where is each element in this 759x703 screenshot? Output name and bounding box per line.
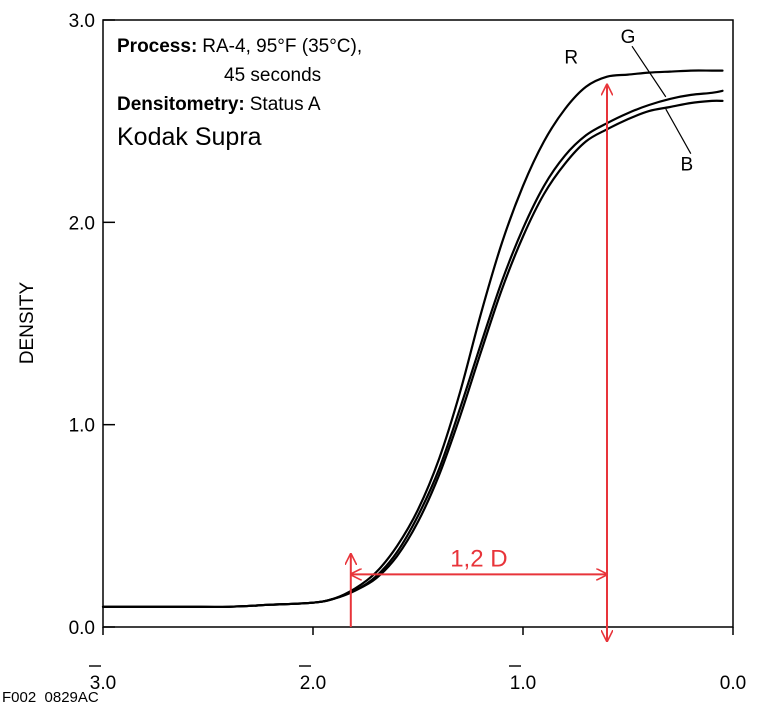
figure-code: F002_0829AC — [2, 689, 99, 703]
y-tick-label: 1.0 — [69, 416, 95, 437]
curve-label-g: G — [621, 27, 636, 48]
plot-frame — [102, 19, 734, 628]
annotation-block: Process: RA-4, 95°F (35°C), 45 seconds De… — [117, 36, 362, 151]
curve-label-leader — [631, 45, 667, 98]
curve-labels: R G B — [564, 27, 693, 175]
y-axis-ticks: 0.0 1.0 2.0 3.0 — [69, 11, 115, 639]
x-tick-label: 3.0 — [90, 673, 116, 694]
densitometry-label: Densitometry: — [117, 94, 245, 115]
y-axis-label: DENSITY — [17, 282, 38, 365]
process-duration: 45 seconds — [224, 65, 321, 86]
curve-label-b: B — [680, 155, 693, 176]
x-tick-label: 1.0 — [510, 673, 536, 694]
x-tick-label: 0.0 — [720, 673, 746, 694]
process-label: Process: — [117, 36, 197, 57]
process-annotation: Process: RA-4, 95°F (35°C), — [117, 36, 362, 57]
curve-label-leader — [665, 108, 692, 154]
density-range-measurement: 1,2 D — [351, 85, 607, 641]
y-tick-label: 0.0 — [69, 618, 95, 639]
x-axis-ticks: 3.0 2.0 1.0 0.0 — [89, 627, 746, 694]
x-tick-label: 2.0 — [300, 673, 326, 694]
densitometry-value: Status A — [250, 94, 321, 115]
y-tick-label: 2.0 — [69, 213, 95, 234]
series-layer — [101, 69, 724, 609]
series-b-curve — [101, 99, 724, 609]
process-value: RA-4, 95°F (35°C), — [202, 36, 362, 57]
paper-brand: Kodak Supra — [117, 123, 262, 151]
densitometry-annotation: Densitometry: Status A — [117, 94, 321, 115]
curve-label-r: R — [564, 47, 578, 68]
y-tick-label: 3.0 — [69, 11, 95, 32]
measurement-label: 1,2 D — [450, 545, 507, 572]
